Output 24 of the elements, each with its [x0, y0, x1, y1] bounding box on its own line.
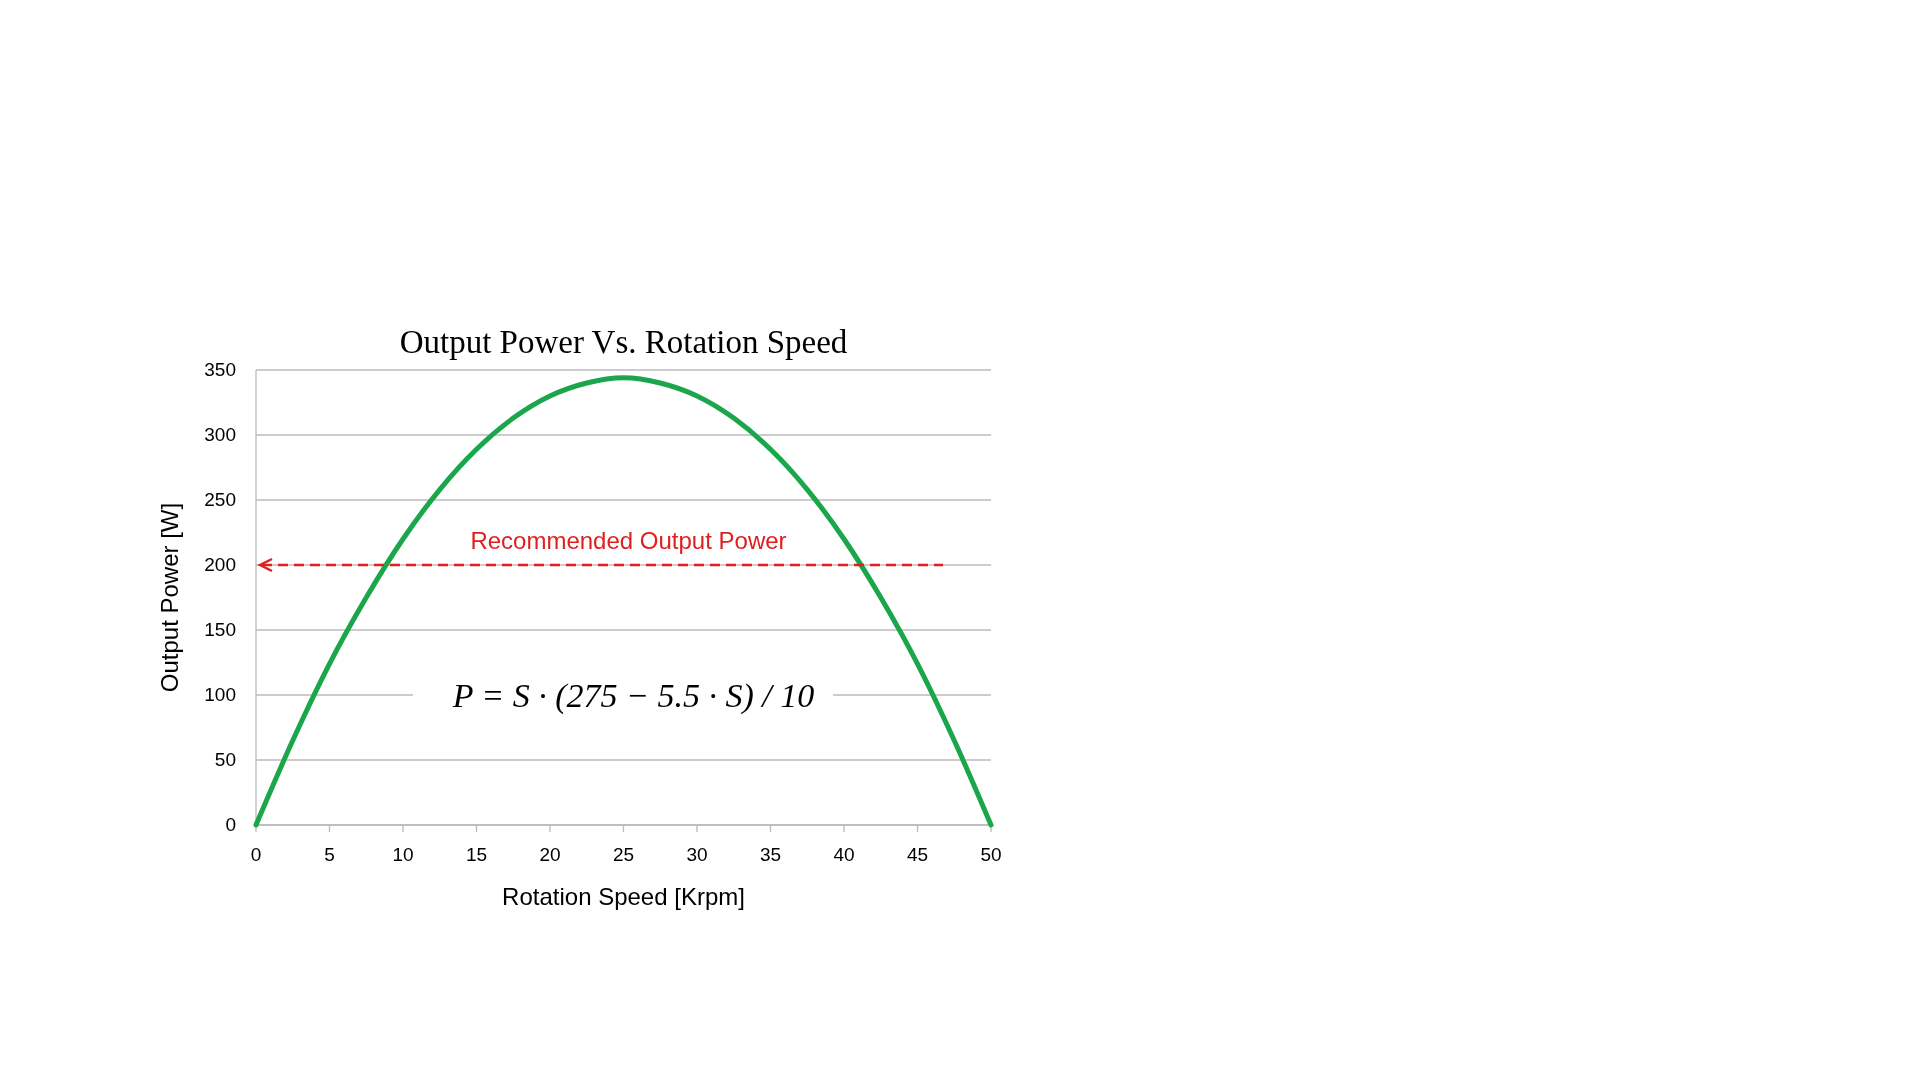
- annotation: P = S · (275 − 5.5 · S) / 10: [451, 677, 815, 715]
- x-tick-label: 45: [906, 844, 929, 865]
- y-tick-label: 250: [204, 489, 236, 510]
- x-tick-label: 10: [392, 844, 414, 865]
- x-tick-label: 5: [324, 844, 335, 865]
- ref-line-label: Recommended Output Power: [470, 527, 787, 554]
- y-tick-label: 150: [204, 619, 236, 640]
- y-tick-label: 200: [204, 554, 236, 575]
- x-axis-title: Rotation Speed [Krpm]: [502, 883, 745, 910]
- y-tick-label: 50: [214, 749, 236, 770]
- y-tick-label: 0: [225, 814, 236, 835]
- x-tick-label: 20: [539, 844, 561, 865]
- y-axis-title: Output Power [W]: [156, 502, 183, 693]
- chart-title: Output Power Vs. Rotation Speed: [399, 324, 848, 360]
- x-tick-label: 35: [759, 844, 782, 865]
- x-tick-label: 15: [465, 844, 488, 865]
- x-tick-label: 0: [250, 844, 262, 865]
- y-tick-label: 350: [204, 359, 236, 380]
- x-tick-label: 40: [833, 844, 855, 865]
- x-tick-label: 30: [686, 844, 708, 865]
- y-tick-label: 300: [204, 424, 236, 445]
- x-tick-label: 25: [612, 844, 635, 865]
- y-tick-label: 100: [204, 684, 236, 705]
- x-tick-label: 50: [980, 844, 1002, 865]
